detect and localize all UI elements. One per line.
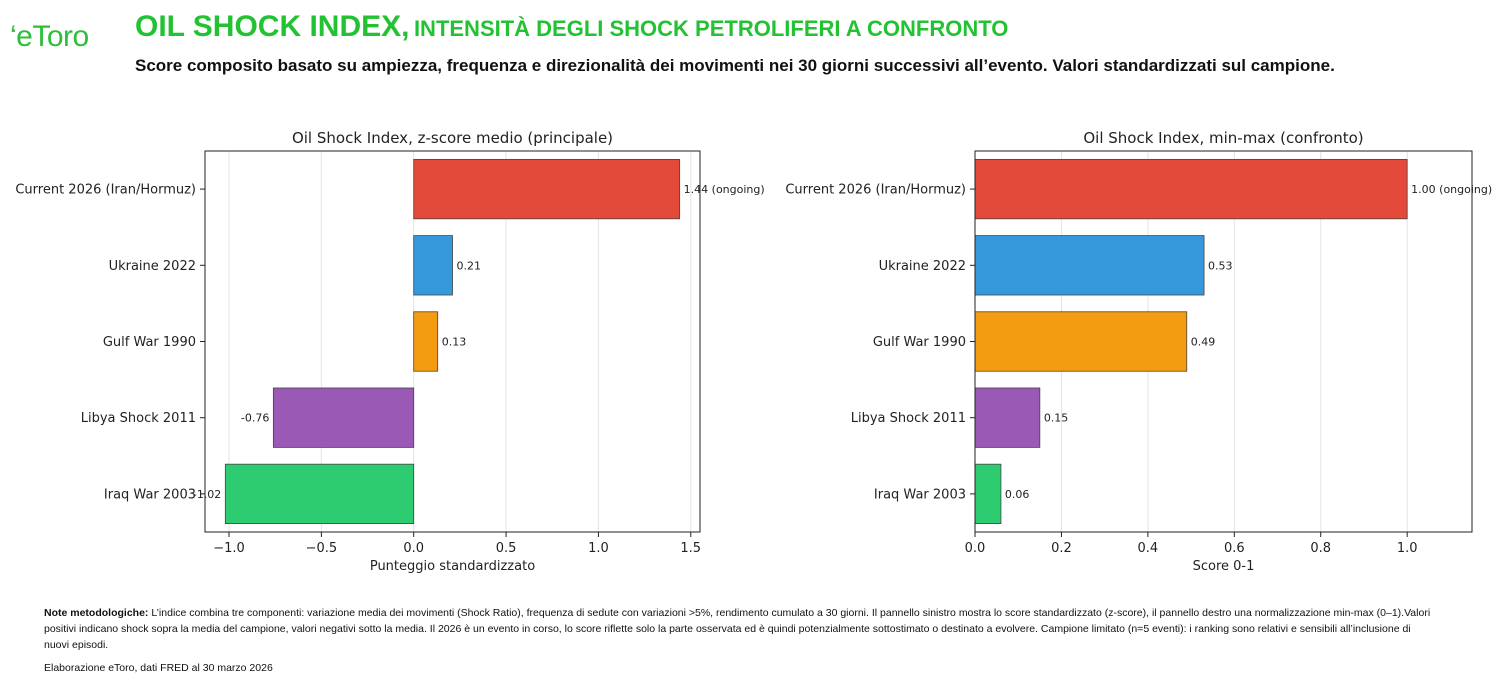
bar — [413, 311, 439, 372]
data-label: 0.49 — [1191, 336, 1216, 349]
x-tick-label: −0.5 — [306, 541, 338, 556]
y-tick-label: Current 2026 (Iran/Hormuz) — [15, 183, 196, 198]
y-tick-label: Libya Shock 2011 — [851, 411, 966, 426]
data-label: 1.00 (ongoing) — [1411, 183, 1492, 196]
notes-text: L’indice combina tre componenti: variazi… — [44, 607, 1431, 651]
data-label: 0.21 — [457, 259, 482, 272]
y-tick-label: Ukraine 2022 — [109, 259, 196, 274]
y-tick-label: Iraq War 2003 — [104, 487, 196, 502]
y-tick-label: Libya Shock 2011 — [81, 411, 196, 426]
logo-text: eToro — [16, 20, 89, 53]
x-tick-label: 0.2 — [1051, 541, 1072, 556]
x-tick-label: −1.0 — [213, 541, 245, 556]
bar — [413, 235, 453, 296]
etoro-logo: ‘eToro — [10, 20, 89, 53]
charts-canvas: Oil Shock Index, z-score medio (principa… — [15, 129, 1492, 574]
data-label: 0.53 — [1208, 259, 1233, 272]
title-main: OIL SHOCK INDEX, — [135, 10, 410, 43]
source-note: Elaborazione eToro, dati FRED al 30 marz… — [44, 662, 273, 674]
y-tick-label: Current 2026 (Iran/Hormuz) — [785, 183, 966, 198]
data-label: 1.44 (ongoing) — [684, 183, 765, 196]
x-tick-label: 1.5 — [680, 541, 701, 556]
x-tick-label: 0.0 — [965, 541, 986, 556]
x-axis-label: Punteggio standardizzato — [370, 559, 535, 574]
y-tick-label: Gulf War 1990 — [873, 335, 966, 350]
page-title: OIL SHOCK INDEX, INTENSITÀ DEGLI SHOCK P… — [135, 10, 1008, 44]
data-label: 0.06 — [1005, 488, 1030, 501]
bar — [224, 463, 415, 525]
bar — [974, 387, 1041, 448]
bar — [974, 158, 1408, 220]
x-tick-label: 0.8 — [1310, 541, 1331, 556]
bar — [413, 158, 681, 220]
data-label: -0.76 — [241, 412, 269, 425]
y-tick-label: Iraq War 2003 — [874, 487, 966, 502]
data-label: -1.02 — [193, 488, 221, 501]
x-tick-label: 0.0 — [403, 541, 424, 556]
x-tick-label: 0.5 — [496, 541, 517, 556]
x-tick-label: 0.4 — [1138, 541, 1159, 556]
notes-label: Note metodologiche: — [44, 607, 149, 619]
data-label: 0.13 — [442, 336, 467, 349]
x-axis-label: Score 0-1 — [1193, 559, 1255, 574]
bar — [272, 387, 415, 448]
methodology-notes: Note metodologiche: L’indice combina tre… — [44, 605, 1434, 653]
x-tick-label: 1.0 — [588, 541, 609, 556]
title-rest: INTENSITÀ DEGLI SHOCK PETROLIFERI A CONF… — [413, 16, 1009, 41]
x-tick-label: 0.6 — [1224, 541, 1245, 556]
bar — [974, 463, 1002, 525]
chart-title: Oil Shock Index, min-max (confronto) — [1083, 129, 1363, 147]
plot-frame — [204, 150, 701, 533]
bar — [974, 311, 1188, 372]
y-tick-label: Ukraine 2022 — [879, 259, 966, 274]
chart-title: Oil Shock Index, z-score medio (principa… — [292, 129, 613, 147]
x-tick-label: 1.0 — [1397, 541, 1418, 556]
plot-frame — [974, 150, 1473, 533]
data-label: 0.15 — [1044, 412, 1069, 425]
y-tick-label: Gulf War 1990 — [103, 335, 196, 350]
bar — [974, 235, 1205, 296]
page-subtitle: Score composito basato su ampiezza, freq… — [135, 56, 1335, 75]
